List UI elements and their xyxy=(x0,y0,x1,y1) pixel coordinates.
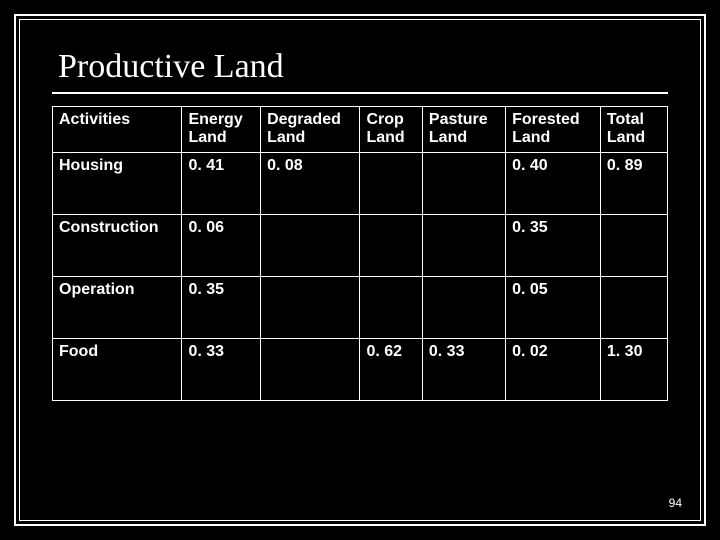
col-header-energy: Energy Land xyxy=(182,107,261,153)
table-row: Operation 0. 35 0. 05 xyxy=(53,277,668,339)
cell-crop: 0. 62 xyxy=(360,339,422,401)
title-underline xyxy=(52,92,668,94)
cell-energy: 0. 41 xyxy=(182,153,261,215)
cell-crop xyxy=(360,153,422,215)
cell-energy: 0. 06 xyxy=(182,215,261,277)
cell-activity: Housing xyxy=(53,153,182,215)
cell-total xyxy=(600,277,667,339)
cell-degraded xyxy=(261,277,360,339)
cell-total: 0. 89 xyxy=(600,153,667,215)
cell-crop xyxy=(360,277,422,339)
cell-activity: Operation xyxy=(53,277,182,339)
cell-activity: Food xyxy=(53,339,182,401)
cell-degraded xyxy=(261,215,360,277)
table-row: Food 0. 33 0. 62 0. 33 0. 02 1. 30 xyxy=(53,339,668,401)
cell-forested: 0. 02 xyxy=(506,339,601,401)
cell-activity: Construction xyxy=(53,215,182,277)
col-header-activities: Activities xyxy=(53,107,182,153)
cell-energy: 0. 35 xyxy=(182,277,261,339)
cell-degraded xyxy=(261,339,360,401)
col-header-total: Total Land xyxy=(600,107,667,153)
cell-total: 1. 30 xyxy=(600,339,667,401)
col-header-crop: Crop Land xyxy=(360,107,422,153)
cell-pasture xyxy=(422,153,505,215)
table-header-row: Activities Energy Land Degraded Land Cro… xyxy=(53,107,668,153)
cell-pasture xyxy=(422,215,505,277)
slide-inner-border: Productive Land Activities Energy Land D… xyxy=(19,19,701,521)
page-number: 94 xyxy=(669,496,682,510)
slide-title: Productive Land xyxy=(52,48,668,86)
cell-pasture: 0. 33 xyxy=(422,339,505,401)
cell-pasture xyxy=(422,277,505,339)
cell-forested: 0. 35 xyxy=(506,215,601,277)
productive-land-table: Activities Energy Land Degraded Land Cro… xyxy=(52,106,668,401)
cell-energy: 0. 33 xyxy=(182,339,261,401)
table-row: Housing 0. 41 0. 08 0. 40 0. 89 xyxy=(53,153,668,215)
table-row: Construction 0. 06 0. 35 xyxy=(53,215,668,277)
col-header-forested: Forested Land xyxy=(506,107,601,153)
cell-forested: 0. 40 xyxy=(506,153,601,215)
cell-forested: 0. 05 xyxy=(506,277,601,339)
col-header-degraded: Degraded Land xyxy=(261,107,360,153)
cell-total xyxy=(600,215,667,277)
col-header-pasture: Pasture Land xyxy=(422,107,505,153)
cell-degraded: 0. 08 xyxy=(261,153,360,215)
cell-crop xyxy=(360,215,422,277)
slide-outer-border: Productive Land Activities Energy Land D… xyxy=(14,14,706,526)
